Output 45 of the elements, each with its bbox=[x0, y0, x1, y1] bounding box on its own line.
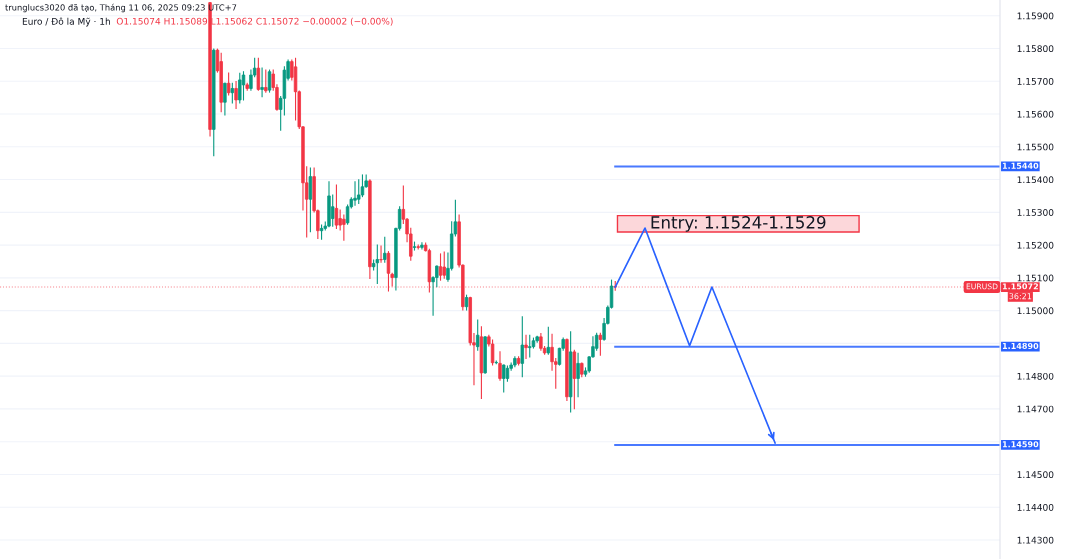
candlestick bbox=[438, 253, 443, 281]
candlestick bbox=[267, 69, 272, 93]
candlestick bbox=[420, 242, 424, 250]
candlestick bbox=[353, 181, 357, 206]
candlestick bbox=[230, 82, 235, 104]
y-tick-label: 1.14500 bbox=[1017, 471, 1054, 479]
candlestick bbox=[330, 194, 335, 227]
candlestick bbox=[342, 214, 346, 241]
y-tick-label: 1.15400 bbox=[1017, 176, 1054, 184]
candlestick bbox=[442, 251, 446, 279]
candlestick bbox=[234, 81, 238, 110]
y-tick-label: 1.15900 bbox=[1017, 12, 1054, 20]
y-tick-label: 1.15800 bbox=[1017, 45, 1054, 53]
band-label: Entry: 1.1524-1.1529 bbox=[651, 216, 826, 232]
candlestick bbox=[498, 351, 502, 381]
y-tick-label: 1.14400 bbox=[1017, 503, 1054, 511]
ref-line-label: 1.14590 bbox=[1002, 441, 1039, 448]
candlestick bbox=[416, 244, 420, 250]
ref-line-label: 1.14890 bbox=[1002, 342, 1039, 350]
candlestick bbox=[238, 72, 242, 104]
y-tick-label: 1.15500 bbox=[1017, 143, 1054, 151]
candlestick bbox=[576, 352, 580, 398]
y-tick-label: 1.15100 bbox=[1017, 274, 1054, 282]
candlestick bbox=[334, 184, 339, 229]
text: 36:21 bbox=[1009, 293, 1032, 300]
ref-line-label: 1.15072 bbox=[1002, 283, 1038, 290]
y-tick-label: 1.14700 bbox=[1017, 405, 1054, 413]
candlestick bbox=[379, 245, 383, 263]
candlestick bbox=[383, 236, 387, 263]
candlestick bbox=[226, 72, 231, 96]
y-tick-label: 1.14300 bbox=[1017, 536, 1054, 544]
ref-line-label: 1.15440 bbox=[1002, 162, 1039, 169]
y-tick-label: 1.14800 bbox=[1017, 372, 1054, 380]
y-tick-label: 1.15700 bbox=[1017, 77, 1054, 85]
text: Euro / Đô la Mỹ · 1h bbox=[22, 17, 110, 27]
y-tick-label: 1.15200 bbox=[1017, 241, 1054, 249]
candlestick bbox=[264, 69, 268, 93]
y-tick-label: 1.15600 bbox=[1017, 110, 1054, 118]
candlestick bbox=[490, 339, 495, 366]
y-tick-label: 1.15000 bbox=[1017, 307, 1054, 315]
candlestick bbox=[223, 82, 227, 116]
y-tick-label: 1.15300 bbox=[1017, 209, 1054, 216]
candlestick bbox=[260, 67, 264, 98]
candlestick bbox=[494, 360, 498, 365]
candlestick bbox=[524, 334, 528, 360]
